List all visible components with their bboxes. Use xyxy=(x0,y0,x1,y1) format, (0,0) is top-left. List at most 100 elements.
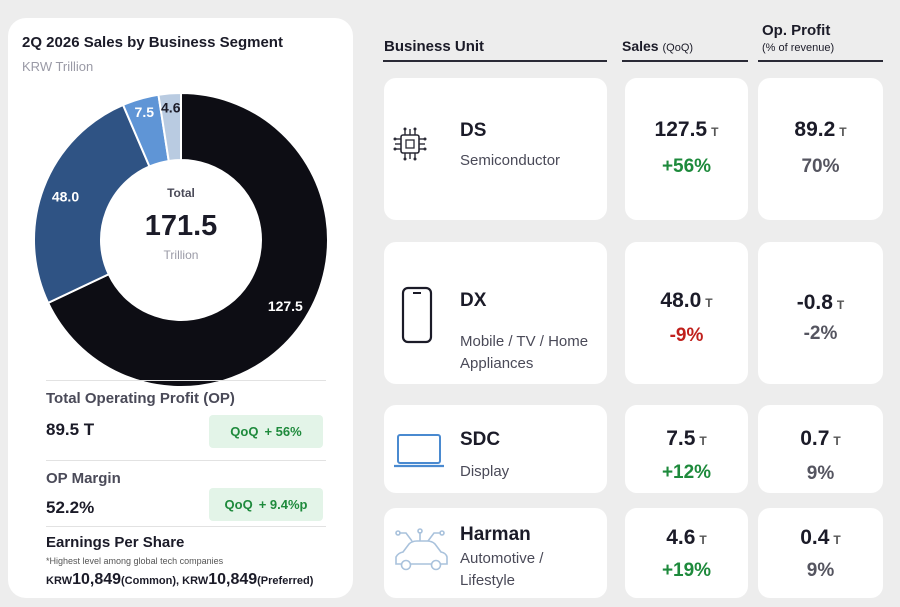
profit-value: 0.7 T xyxy=(758,427,883,451)
profit-value: 89.2 T xyxy=(758,118,883,142)
phone-icon xyxy=(400,286,434,349)
chart-subtitle: KRW Trillion xyxy=(22,59,94,74)
header-op-profit-sub: (% of revenue) xyxy=(762,42,835,54)
header-rule xyxy=(383,60,607,62)
divider xyxy=(46,460,326,461)
unit-suffix: T xyxy=(833,434,841,448)
sales-card-sdc: 7.5 T +12% xyxy=(625,405,748,493)
sales-qoq: +56% xyxy=(661,156,712,177)
unit-name: DS xyxy=(460,120,487,141)
sales-card-ds: 127.5 T +56% xyxy=(625,78,748,220)
sales-number: 7.5 xyxy=(666,427,696,450)
sales-donut-chart: 127.5 48.0 7.5 4.6 Total 171.5 Trillion xyxy=(33,91,329,388)
unit-desc: Display xyxy=(460,463,510,480)
eps-values: KRW10,849(Common), KRW10,849(Preferred) xyxy=(46,571,313,589)
unit-card-ds: DS Semiconductor xyxy=(384,78,607,220)
unit-card-dx: DX Mobile / TV / Home Appliances xyxy=(384,242,607,384)
unit-card-sdc: SDC Display xyxy=(384,405,607,493)
profit-card-dx: -0.8 T -2% xyxy=(758,242,883,384)
unit-desc: Semiconductor xyxy=(460,152,561,169)
eps-preferred-label: (Preferred) xyxy=(257,575,314,587)
sales-card-dx: 48.0 T -9% xyxy=(625,242,748,384)
profit-card-sdc: 0.7 T 9% xyxy=(758,405,883,493)
profit-card-harman: 0.4 T 9% xyxy=(758,508,883,598)
donut-center-value: 171.5 xyxy=(145,210,218,242)
unit-name: SDC xyxy=(460,429,501,450)
unit-suffix: T xyxy=(705,296,713,310)
donut-slice-dx xyxy=(33,103,151,305)
eps-note: *Highest level among global tech compani… xyxy=(46,556,224,566)
profit-margin: 70% xyxy=(801,156,840,177)
profit-card-ds: 89.2 T 70% xyxy=(758,78,883,220)
op-badge-label: QoQ xyxy=(230,424,259,439)
sales-qoq: +12% xyxy=(661,462,712,483)
header-sales-label: Sales xyxy=(622,38,659,54)
sales-number: 48.0 xyxy=(660,289,702,312)
donut-label-sdc: 7.5 xyxy=(135,104,155,120)
eps-currency: KRW xyxy=(46,575,73,587)
unit-name: Harman xyxy=(460,524,531,545)
unit-desc: Mobile / TV / Home Appliances xyxy=(460,333,589,372)
profit-value: -0.8 T xyxy=(758,291,883,315)
profit-number: 89.2 xyxy=(794,118,836,141)
donut-label-ds: 127.5 xyxy=(268,298,303,314)
unit-suffix: T xyxy=(711,125,719,139)
chart-title: 2Q 2026 Sales by Business Segment xyxy=(22,34,283,51)
profit-margin: 9% xyxy=(806,463,835,484)
sales-number: 127.5 xyxy=(654,118,708,141)
unit-suffix: T xyxy=(699,434,707,448)
eps-common-value: 10,849 xyxy=(72,571,122,588)
donut-slice-ds xyxy=(46,91,329,388)
divider xyxy=(46,380,326,381)
profit-number: 0.4 xyxy=(800,526,830,549)
donut-label-dx: 48.0 xyxy=(52,188,79,204)
profit-number: -0.8 xyxy=(796,291,833,314)
header-op-profit: Op. Profit xyxy=(762,22,831,39)
op-badge-value: + 56% xyxy=(264,424,302,439)
sales-value: 127.5 T xyxy=(625,118,748,142)
car-icon xyxy=(390,528,450,581)
unit-suffix: T xyxy=(839,125,847,139)
header-rule xyxy=(622,60,748,62)
divider xyxy=(46,526,326,527)
donut-center-unit: Trillion xyxy=(164,248,199,262)
unit-card-harman: Harman Automotive / Lifestyle xyxy=(384,508,607,598)
eps-preferred-value: 10,849 xyxy=(208,571,258,588)
op-qoq-badge: QoQ + 56% xyxy=(209,415,323,448)
margin-qoq-badge: QoQ + 9.4%p xyxy=(209,488,323,521)
margin-badge-value: + 9.4%p xyxy=(258,497,308,512)
sales-card-harman: 4.6 T +19% xyxy=(625,508,748,598)
header-rule xyxy=(758,60,883,62)
unit-desc: Automotive / Lifestyle xyxy=(460,550,544,589)
op-label: Total Operating Profit (OP) xyxy=(46,390,235,407)
profit-value: 0.4 T xyxy=(758,526,883,550)
header-business-unit: Business Unit xyxy=(384,38,485,55)
eps-common-label: (Common), xyxy=(121,575,180,587)
unit-name: DX xyxy=(460,290,487,311)
unit-suffix: T xyxy=(699,533,707,547)
header-sales: Sales (QoQ) xyxy=(622,38,693,54)
margin-label: OP Margin xyxy=(46,470,121,487)
profit-number: 0.7 xyxy=(800,427,830,450)
op-value: 89.5 T xyxy=(46,420,95,439)
sales-value: 4.6 T xyxy=(625,526,748,550)
sales-qoq: -9% xyxy=(669,325,704,346)
sales-qoq: +19% xyxy=(661,560,712,581)
profit-margin: -2% xyxy=(803,323,838,344)
donut-center-title: Total xyxy=(167,186,195,200)
chip-icon xyxy=(392,126,428,167)
laptop-icon xyxy=(393,433,445,474)
sales-value: 7.5 T xyxy=(625,427,748,451)
sales-value: 48.0 T xyxy=(625,289,748,313)
sales-number: 4.6 xyxy=(666,526,696,549)
unit-suffix: T xyxy=(833,533,841,547)
profit-margin: 9% xyxy=(806,560,835,581)
donut-label-harman: 4.6 xyxy=(161,99,181,115)
eps-label: Earnings Per Share xyxy=(46,534,185,551)
header-sales-sub: (QoQ) xyxy=(662,42,694,54)
donut-slice-harman xyxy=(157,91,182,163)
segment-chart-panel: 2Q 2026 Sales by Business Segment KRW Tr… xyxy=(8,18,353,598)
margin-badge-label: QoQ xyxy=(224,497,253,512)
margin-value: 52.2% xyxy=(46,498,95,517)
eps-currency: KRW xyxy=(182,575,209,587)
